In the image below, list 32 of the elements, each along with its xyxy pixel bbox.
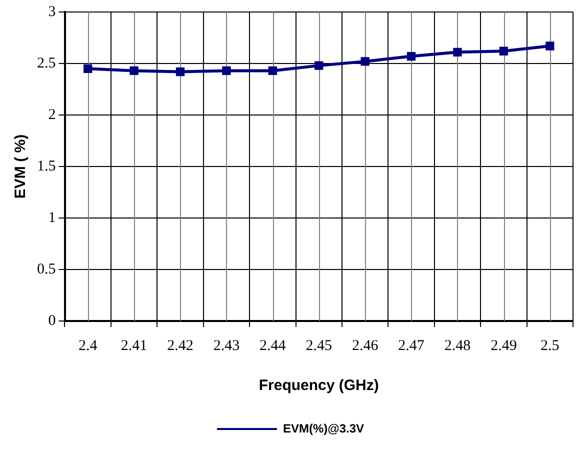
- point: [453, 48, 462, 56]
- x-tick-label: 2.45: [306, 338, 332, 354]
- y-tick-label: 0.5: [37, 261, 56, 278]
- x-tick-label: 2.41: [120, 338, 148, 354]
- y-axis-title: EVM ( %): [12, 134, 30, 199]
- point: [546, 42, 554, 50]
- point: [268, 66, 277, 76]
- x-tick-label: 2.5: [540, 338, 560, 354]
- point: [406, 52, 416, 61]
- y-tick-label: 1: [48, 210, 56, 226]
- y-tick-label: 0: [48, 312, 56, 329]
- point: [499, 46, 508, 56]
- point: [130, 66, 138, 76]
- text: EVM(%)@3.3V: [282, 421, 364, 436]
- x-tick-label: 2.4: [78, 338, 98, 354]
- x-axis-title: Frequency (GHz): [258, 377, 379, 394]
- x-tick-label: 2.42: [167, 338, 194, 354]
- y-tick-label: 1.5: [37, 158, 56, 174]
- x-tick-label: 2.49: [490, 338, 517, 354]
- x-tick-label: 2.48: [444, 338, 471, 354]
- point: [360, 57, 370, 66]
- point: [84, 64, 92, 73]
- point: [176, 67, 185, 76]
- point: [314, 61, 324, 70]
- y-tick-label: 2: [48, 106, 56, 123]
- x-tick-label: 2.44: [260, 338, 286, 354]
- y-tick-label: 3: [48, 4, 56, 20]
- x-tick-label: 2.46: [352, 338, 379, 354]
- y-tick-label: 2.5: [37, 55, 56, 72]
- x-tick-label: 2.47: [398, 338, 425, 354]
- x-tick-label: 2.43: [213, 338, 240, 354]
- point: [222, 66, 231, 76]
